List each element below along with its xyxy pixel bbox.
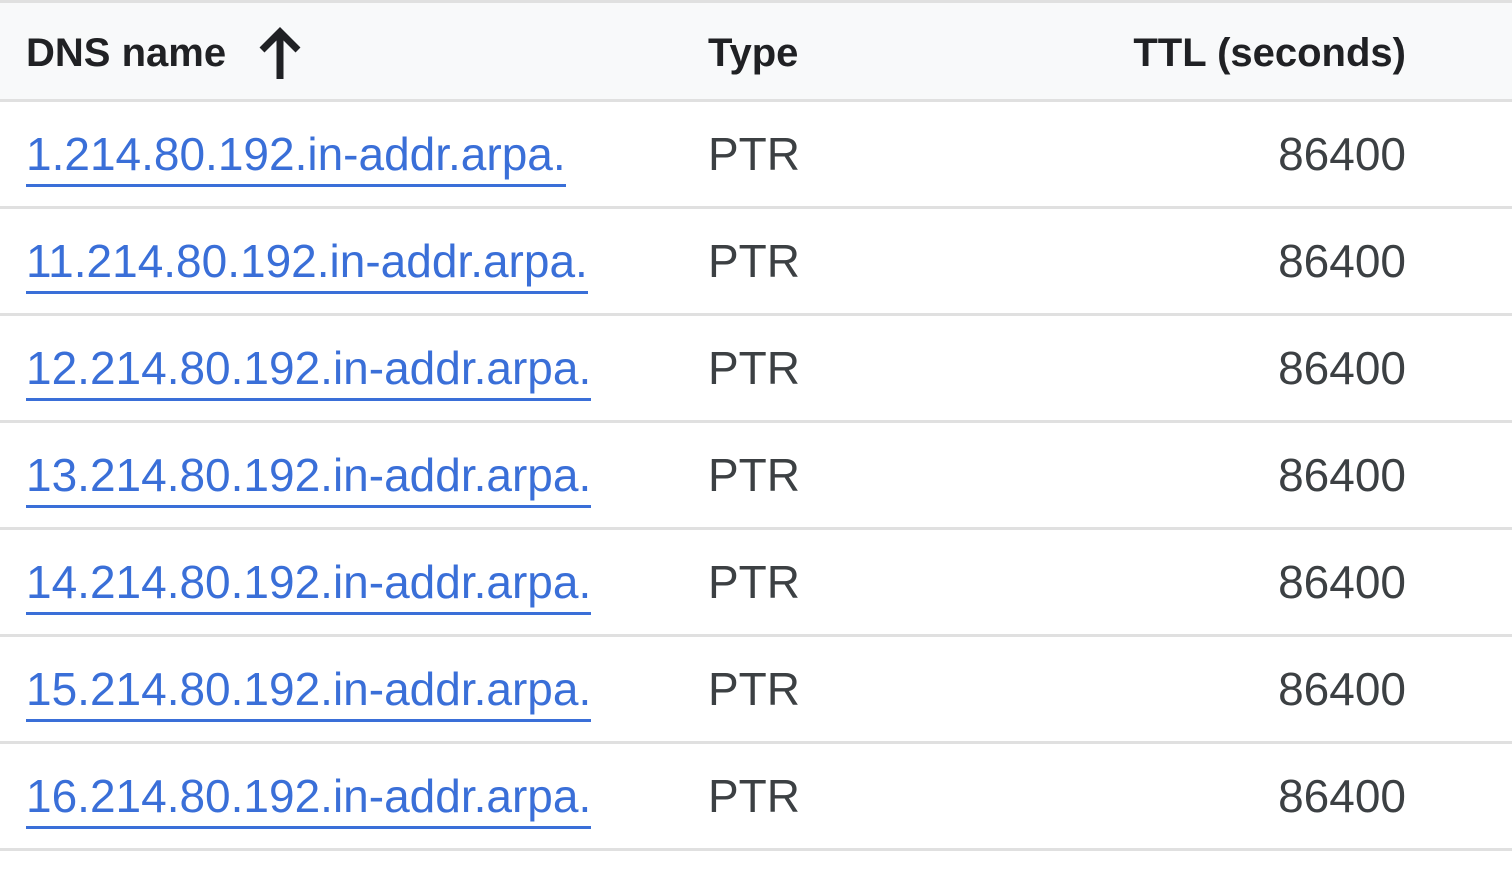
dns-name-link[interactable]: 13.214.80.192.in-addr.arpa. — [26, 449, 592, 508]
ttl-cell: 86400 — [1278, 235, 1406, 287]
dns-name-cell: 15.214.80.192.in-addr.arpa. — [26, 637, 592, 741]
column-header-ttl[interactable]: TTL (seconds) — [1133, 31, 1406, 75]
ttl-cell: 86400 — [1278, 449, 1406, 501]
column-header-dns-name-label: DNS name — [26, 31, 227, 75]
table-header: DNS name Type TTL (seconds) — [0, 0, 1512, 102]
ttl-cell: 86400 — [1278, 342, 1406, 394]
arrow-upward-icon[interactable] — [256, 20, 304, 80]
dns-name-link[interactable]: 1.214.80.192.in-addr.arpa. — [26, 128, 566, 187]
table-row: 16.214.80.192.in-addr.arpa. PTR 86400 — [0, 744, 1512, 851]
dns-name-cell: 13.214.80.192.in-addr.arpa. — [26, 423, 592, 527]
record-type-cell: PTR — [708, 128, 800, 180]
dns-name-link[interactable]: 12.214.80.192.in-addr.arpa. — [26, 342, 592, 401]
table-row: 12.214.80.192.in-addr.arpa. PTR 86400 — [0, 316, 1512, 423]
record-type-cell: PTR — [708, 663, 800, 715]
table-row: 13.214.80.192.in-addr.arpa. PTR 86400 — [0, 423, 1512, 530]
dns-name-link[interactable]: 15.214.80.192.in-addr.arpa. — [26, 663, 592, 722]
dns-name-cell: 11.214.80.192.in-addr.arpa. — [26, 209, 588, 313]
column-header-dns-name[interactable]: DNS name — [26, 3, 304, 99]
ttl-cell: 86400 — [1278, 556, 1406, 608]
table-row: 11.214.80.192.in-addr.arpa. PTR 86400 — [0, 209, 1512, 316]
record-type-cell: PTR — [708, 770, 800, 822]
dns-name-cell: 14.214.80.192.in-addr.arpa. — [26, 530, 592, 634]
record-type-cell: PTR — [708, 235, 800, 287]
dns-name-link[interactable]: 11.214.80.192.in-addr.arpa. — [26, 235, 588, 294]
column-header-type[interactable]: Type — [708, 31, 799, 75]
dns-name-cell: 16.214.80.192.in-addr.arpa. — [26, 744, 592, 848]
record-type-cell: PTR — [708, 449, 800, 501]
table-row: 14.214.80.192.in-addr.arpa. PTR 86400 — [0, 530, 1512, 637]
record-type-cell: PTR — [708, 556, 800, 608]
dns-name-cell: 1.214.80.192.in-addr.arpa. — [26, 102, 566, 206]
ttl-cell: 86400 — [1278, 770, 1406, 822]
table-row: 1.214.80.192.in-addr.arpa. PTR 86400 — [0, 102, 1512, 209]
dns-name-link[interactable]: 16.214.80.192.in-addr.arpa. — [26, 770, 592, 829]
ttl-cell: 86400 — [1278, 663, 1406, 715]
table-row: 15.214.80.192.in-addr.arpa. PTR 86400 — [0, 637, 1512, 744]
dns-name-link[interactable]: 14.214.80.192.in-addr.arpa. — [26, 556, 592, 615]
record-type-cell: PTR — [708, 342, 800, 394]
dns-name-cell: 12.214.80.192.in-addr.arpa. — [26, 316, 592, 420]
ttl-cell: 86400 — [1278, 128, 1406, 180]
